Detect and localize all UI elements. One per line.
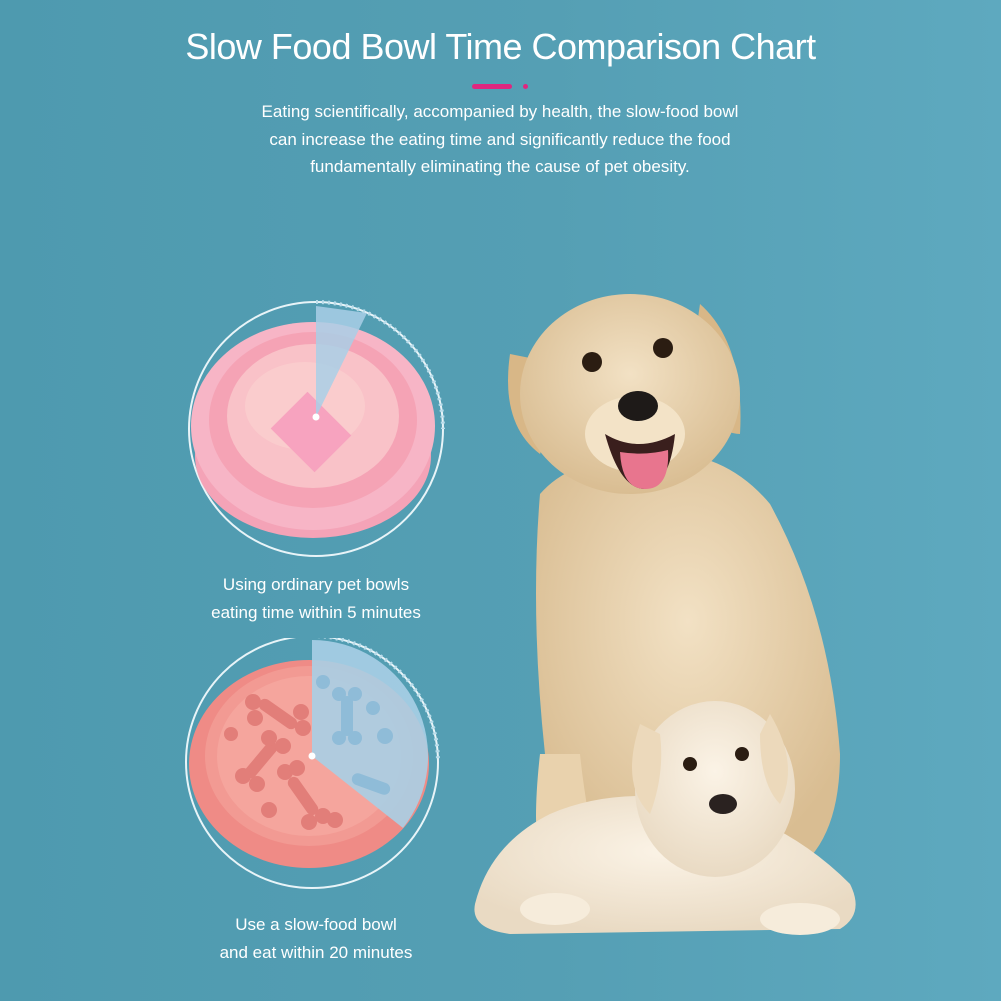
page-subtitle: Eating scientifically, accompanied by he… <box>200 98 800 181</box>
time-wedge-20min <box>312 640 429 828</box>
nose <box>618 391 658 421</box>
subtitle-line: Eating scientifically, accompanied by he… <box>261 102 739 121</box>
caption-line: Use a slow-food bowl <box>235 915 397 934</box>
eye <box>683 757 697 771</box>
ordinary-bowl-icon <box>191 322 435 538</box>
labrador-puppy <box>474 701 856 935</box>
ordinary-bowl-dial <box>188 300 445 557</box>
wedge-bone-shapes <box>316 675 393 795</box>
dial-center <box>308 752 316 760</box>
title-accent-dash <box>472 84 512 89</box>
subtitle-line: fundamentally eliminating the cause of p… <box>310 157 690 176</box>
dial-ring <box>185 638 439 889</box>
ordinary-bowl-caption: Using ordinary pet bowls eating time wit… <box>166 571 466 627</box>
slow-bowl-caption: Use a slow-food bowl and eat within 20 m… <box>166 911 466 967</box>
caption-line: eating time within 5 minutes <box>211 603 421 622</box>
eye <box>653 338 673 358</box>
page-title: Slow Food Bowl Time Comparison Chart <box>185 26 816 67</box>
dogs-photo <box>474 294 856 935</box>
nose <box>709 794 737 814</box>
caption-line: Using ordinary pet bowls <box>222 575 410 594</box>
tongue <box>620 450 669 489</box>
time-wedge-5min <box>316 306 367 417</box>
slow-bowl-dial <box>185 638 440 889</box>
eye <box>735 747 749 761</box>
caption-line: and eat within 20 minutes <box>219 943 413 962</box>
subtitle-line: can increase the eating time and signifi… <box>269 129 731 149</box>
title-accent-dot <box>523 84 528 89</box>
dial-center <box>312 413 320 421</box>
eye <box>582 352 602 372</box>
